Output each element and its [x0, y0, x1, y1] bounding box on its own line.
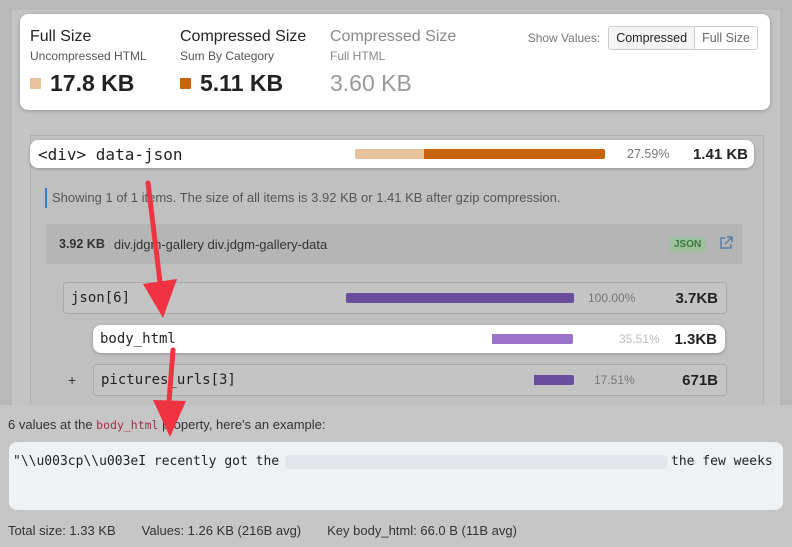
example-title-prefix: 6 values at the: [8, 417, 97, 432]
total-size: Total size: 1.33 KB: [8, 523, 116, 538]
item-size: 3.92 KB: [59, 237, 105, 251]
data-json-percent: 27.59%: [627, 147, 670, 161]
example-title-suffix: property, here's an example:: [158, 417, 326, 432]
redacted-text: [285, 455, 667, 469]
tree-row-size: 1.3KB: [674, 330, 717, 348]
data-json-bar-compressed: [423, 149, 605, 159]
value-example-panel: 6 values at the body_html property, here…: [0, 405, 792, 547]
compressed-size-metric: Compressed Size Sum By Category 5.11 KB: [180, 28, 306, 97]
example-value-start: "\\u003cp\\u003eI recently got the: [13, 454, 280, 469]
tree-row-percent: 100.00%: [588, 291, 636, 305]
compressed-size-title: Compressed Size: [180, 28, 307, 45]
compressed-full-metric: Compressed Size Full HTML 3.60 KB: [330, 28, 456, 97]
tree-row-percent: 17.51%: [594, 373, 635, 387]
external-link-icon[interactable]: [719, 236, 733, 250]
full-size-subtitle: Uncompressed HTML: [30, 49, 147, 63]
key-size: Key body_html: 66.0 B (11B avg): [327, 523, 517, 538]
tree-row-size: 671B: [682, 371, 718, 389]
compressed-full-value: 3.60 KB: [330, 70, 412, 96]
data-json-size-bar: [355, 149, 605, 159]
compressed-size-subtitle: Sum By Category: [180, 49, 275, 63]
full-size-swatch: [30, 78, 41, 89]
show-values-toggle: Compressed Full Size: [608, 26, 758, 50]
full-size-metric: Full Size Uncompressed HTML 17.8 KB: [30, 28, 147, 97]
tree-row-pictures-urls[interactable]: pictures_urls[3] 17.51% 671B: [93, 364, 727, 396]
example-value-end: the few weeks: [671, 454, 773, 469]
tree-row-json[interactable]: json[6] 100.00% 3.7KB: [63, 282, 727, 314]
tree-row-name: pictures_urls[3]: [101, 372, 236, 388]
show-values-label: Show Values:: [527, 31, 601, 45]
example-value-box[interactable]: "\\u003cp\\u003eI recently got the the f…: [9, 442, 783, 510]
property-name: body_html: [96, 418, 159, 432]
tree-row-bar: [346, 293, 574, 303]
size-summary-card: Full Size Uncompressed HTML 17.8 KB Comp…: [20, 14, 770, 110]
compressed-size-value-text: 5.11 KB: [200, 70, 284, 96]
tree-row-bar-fill: [534, 375, 574, 385]
compressed-full-title: Compressed Size: [330, 28, 457, 45]
tree-row-bar: [345, 334, 573, 344]
example-title: 6 values at the body_html property, here…: [8, 417, 325, 432]
full-size-toggle-button[interactable]: Full Size: [695, 27, 757, 49]
data-json-name: <div> data-json: [38, 144, 183, 164]
data-json-size: 1.41 KB: [692, 145, 748, 163]
compressed-size-swatch: [180, 78, 191, 89]
compressed-toggle-button[interactable]: Compressed: [609, 27, 696, 49]
items-note: Showing 1 of 1 items. The size of all it…: [45, 188, 560, 208]
tree-row-bar: [346, 375, 574, 385]
compressed-full-subtitle: Full HTML: [330, 49, 386, 63]
item-path: div.jdgm-gallery div.jdgm-gallery-data: [113, 236, 328, 252]
tree-row-percent: 35.51%: [619, 332, 660, 346]
totals-row: Total size: 1.33 KB Values: 1.26 KB (216…: [8, 523, 517, 538]
data-json-row[interactable]: <div> data-json 27.59% 1.41 KB: [30, 140, 754, 168]
json-badge: JSON: [669, 236, 707, 252]
full-size-value: 17.8 KB: [30, 70, 147, 97]
item-header: 3.92 KB div.jdgm-gallery div.jdgm-galler…: [46, 224, 742, 264]
expand-toggle[interactable]: +: [68, 372, 77, 388]
tree-row-bar-fill: [492, 334, 573, 344]
show-values-control: Show Values: Compressed Full Size: [528, 26, 758, 50]
tree-row-bar-fill: [346, 293, 574, 303]
full-size-title: Full Size: [30, 28, 92, 45]
tree-row-name: body_html: [100, 331, 176, 347]
tree-row-body-html[interactable]: body_html 35.51% 1.3KB: [93, 325, 725, 353]
full-size-value-text: 17.8 KB: [50, 70, 135, 96]
tree-row-size: 3.7KB: [675, 289, 718, 307]
compressed-size-value: 5.11 KB: [180, 70, 306, 97]
tree-row-name: json[6]: [71, 290, 131, 306]
values-size: Values: 1.26 KB (216B avg): [141, 523, 302, 538]
